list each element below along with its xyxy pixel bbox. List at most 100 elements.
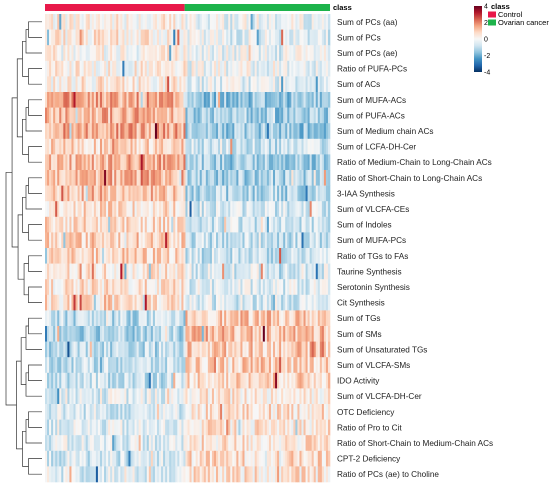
heatmap-cell: [242, 248, 245, 264]
heatmap-cell: [126, 294, 129, 311]
heatmap-cell: [266, 419, 270, 436]
heatmap-cell: [95, 29, 99, 46]
heatmap-cell: [165, 76, 168, 93]
heatmap-cell: [81, 388, 84, 405]
heatmap-cell: [256, 419, 260, 436]
heatmap-cell: [315, 76, 319, 93]
heatmap-cell: [128, 45, 131, 62]
heatmap-cell: [266, 92, 270, 108]
heatmap-cell: [317, 107, 321, 124]
heatmap-cell: [205, 201, 209, 218]
heatmap-cell: [108, 404, 111, 420]
heatmap-cell: [134, 14, 137, 30]
heatmap-cell: [187, 92, 190, 108]
heatmap-cell: [246, 76, 249, 93]
heatmap-cell: [79, 466, 82, 483]
heatmap-cell: [220, 450, 223, 467]
heatmap-cell: [173, 248, 176, 264]
heatmap-cell: [203, 76, 207, 93]
heatmap-cell: [258, 216, 262, 233]
heatmap-cell: [187, 435, 190, 452]
heatmap-cell: [49, 201, 52, 218]
heatmap-cell: [187, 185, 190, 202]
heatmap-cell: [83, 170, 87, 186]
heatmap-cell: [124, 92, 127, 108]
heatmap-cell: [289, 419, 292, 436]
heatmap-cell: [69, 170, 72, 186]
heatmap-cell: [53, 248, 56, 264]
heatmap-cell: [81, 45, 84, 62]
heatmap-cell: [270, 154, 274, 171]
heatmap-cell: [81, 466, 84, 483]
heatmap-cell: [209, 263, 213, 280]
heatmap-cell: [181, 216, 184, 233]
heatmap-cell: [307, 14, 310, 30]
heatmap-cell: [49, 450, 52, 467]
heatmap-cell: [124, 263, 127, 280]
heatmap-cell: [87, 341, 91, 358]
row-label: OTC Deficiency: [337, 408, 395, 417]
heatmap-cell: [224, 154, 227, 171]
heatmap-cell: [130, 138, 133, 155]
heatmap-cell: [177, 357, 180, 374]
heatmap-cell: [179, 248, 182, 264]
heatmap-row: [45, 435, 331, 452]
heatmap-cell: [213, 357, 217, 374]
dendrogram-branch: [28, 364, 42, 381]
heatmap-cell: [156, 404, 160, 420]
heatmap-cell: [73, 388, 76, 405]
heatmap-cell: [171, 232, 174, 249]
heatmap-cell: [97, 388, 101, 405]
heatmap-cell: [130, 107, 133, 124]
heatmap-cell: [146, 123, 150, 140]
heatmap-cell: [230, 154, 233, 171]
heatmap-cell: [106, 279, 109, 296]
heatmap-cell: [99, 450, 103, 467]
row-label: IDO Activity: [337, 377, 380, 386]
heatmap-cell: [303, 388, 306, 405]
heatmap-cell: [218, 123, 221, 140]
heatmap-cell: [73, 326, 76, 342]
heatmap-cell: [289, 294, 292, 311]
heatmap-cell: [110, 232, 113, 249]
heatmap-cell: [315, 14, 319, 30]
heatmap-cell: [132, 29, 135, 46]
heatmap-cell: [242, 294, 245, 311]
heatmap-cell: [189, 326, 192, 342]
heatmap-cell: [156, 450, 160, 467]
heatmap-cell: [75, 279, 78, 296]
heatmap-cell: [108, 45, 111, 62]
heatmap-cell: [148, 248, 152, 264]
heatmap-cell: [114, 29, 117, 46]
heatmap-cell: [297, 404, 300, 420]
heatmap-cell: [120, 201, 123, 218]
heatmap-cell: [91, 29, 95, 46]
heatmap-cell: [244, 232, 247, 249]
heatmap-cell: [307, 450, 310, 467]
heatmap-cell: [183, 170, 186, 186]
heatmap-cell: [81, 201, 84, 218]
heatmap-cell: [65, 76, 68, 93]
heatmap-cell: [89, 326, 93, 342]
heatmap-cell: [146, 435, 150, 452]
heatmap-cell: [130, 388, 133, 405]
heatmap-cell: [152, 154, 156, 171]
heatmap-cell: [260, 404, 264, 420]
heatmap-cell: [95, 216, 99, 233]
heatmap-cell: [53, 466, 56, 483]
heatmap-cell: [91, 310, 95, 327]
heatmap-cell: [156, 357, 160, 374]
heatmap-cell: [193, 123, 196, 140]
heatmap-cell: [53, 107, 56, 124]
heatmap-cell: [181, 232, 184, 249]
heatmap-cell: [116, 294, 119, 311]
heatmap-cell: [189, 466, 192, 483]
heatmap-cell: [106, 60, 109, 77]
heatmap-cell: [305, 326, 308, 342]
heatmap-cell: [301, 388, 304, 405]
heatmap-cell: [85, 232, 89, 249]
heatmap-cell: [307, 107, 310, 124]
heatmap-cell: [203, 154, 207, 171]
heatmap-cell: [102, 107, 105, 124]
heatmap-cell: [67, 372, 70, 389]
